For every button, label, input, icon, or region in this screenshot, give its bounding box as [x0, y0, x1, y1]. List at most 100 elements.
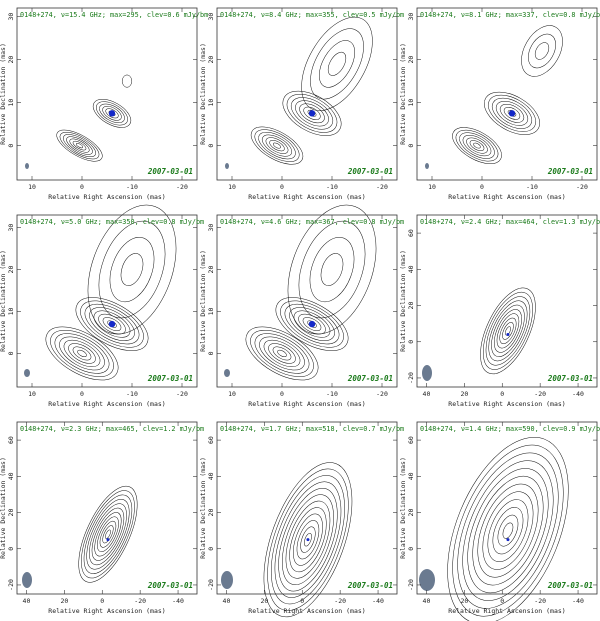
x-tick-label: 20: [260, 597, 268, 605]
contour: [289, 307, 335, 341]
contour: [502, 322, 514, 340]
contour: [493, 309, 522, 353]
x-axis-label: Relative Right Ascension (mas): [248, 193, 365, 201]
y-axis-label: Relative Declination (mas): [199, 43, 207, 145]
contour: [310, 28, 364, 100]
core-marker: [108, 110, 116, 117]
x-tick-label: -20: [534, 597, 546, 605]
y-tick-label: 0: [407, 547, 415, 551]
contour: [105, 529, 111, 539]
beam: [24, 369, 30, 377]
y-tick-label: 60: [407, 436, 415, 444]
contour: [485, 296, 531, 366]
y-axis-label: Relative Declination (mas): [0, 43, 7, 145]
contour: [94, 512, 122, 557]
contour: [472, 475, 544, 586]
x-tick-label: -40: [572, 597, 584, 605]
contour: [492, 507, 524, 555]
contour: [488, 94, 536, 132]
x-tick-label: 0: [300, 597, 304, 605]
contour: [274, 481, 342, 598]
y-tick-label: 0: [7, 547, 15, 551]
y-tick-label: 40: [207, 472, 215, 480]
y-axis-label: Relative Declination (mas): [0, 250, 7, 352]
contour: [273, 142, 281, 149]
contour: [280, 300, 344, 348]
date: 2007-03-01: [147, 374, 193, 383]
panel: 10 0 -10 -20 0 10 20 30 0148+274, ν=15.4 GHz; ma…: [0, 7, 208, 201]
contour: [102, 106, 122, 121]
core-marker: [506, 538, 510, 542]
y-tick-label: 0: [7, 144, 15, 148]
x-tick-label: -10: [126, 390, 138, 398]
frame: [16, 7, 198, 181]
x-tick-label: -20: [176, 183, 188, 191]
panel-title: 0148+274, ν=4.6 GHz; max=367, clev=0.8 m…: [220, 218, 404, 226]
contour: [304, 532, 312, 547]
core-marker: [108, 320, 116, 328]
contour: [477, 483, 539, 578]
beam: [224, 369, 230, 377]
frame: [16, 421, 198, 595]
y-tick-label: 10: [207, 99, 215, 107]
contour: [254, 129, 300, 162]
contour: [295, 100, 329, 127]
contour: [105, 108, 119, 119]
panel-title: 0148+274, ν=2.4 GHz; max=464, clev=1.3 m…: [420, 218, 600, 226]
y-tick-label: 20: [7, 509, 15, 517]
frame: [216, 214, 398, 388]
contour: [482, 291, 533, 370]
beam: [25, 163, 29, 169]
contour: [299, 103, 325, 124]
contour: [327, 51, 347, 76]
x-tick-label: -10: [126, 183, 138, 191]
x-tick-label: 20: [460, 597, 468, 605]
contour: [285, 500, 331, 579]
beam: [225, 163, 229, 169]
contour: [303, 106, 321, 120]
contour: [96, 101, 128, 126]
contour: [102, 525, 114, 544]
x-tick-label: 0: [500, 597, 504, 605]
panel-title: 0148+274, ν=8.4 GHz; max=355, clev=0.5 m…: [220, 11, 404, 19]
y-tick-label: 10: [7, 99, 15, 107]
contour: [86, 499, 130, 570]
contour: [87, 204, 177, 335]
y-tick-label: 40: [7, 472, 15, 480]
contour: [462, 135, 492, 157]
x-tick-label: 20: [460, 390, 468, 398]
panel-title: 0148+274, ν=5.0 GHz; max=350, clev=0.8 m…: [20, 218, 204, 226]
x-tick-label: 40: [423, 390, 431, 398]
x-tick-label: 20: [60, 597, 68, 605]
contour: [99, 103, 125, 124]
x-tick-label: 0: [280, 183, 284, 191]
contour: [457, 452, 559, 609]
contour: [455, 129, 499, 162]
x-tick-label: 10: [28, 390, 36, 398]
contour: [495, 100, 529, 126]
contour: [469, 140, 485, 152]
x-tick-label: -10: [526, 183, 538, 191]
y-tick-label: 20: [407, 302, 415, 310]
contour: [89, 307, 135, 341]
contour: [50, 329, 114, 377]
y-tick-label: 60: [407, 229, 415, 237]
contour: [282, 494, 334, 585]
date: 2007-03-01: [347, 581, 393, 590]
core-marker: [308, 320, 316, 328]
y-tick-label: 30: [407, 13, 415, 21]
y-tick-label: 40: [407, 265, 415, 273]
y-tick-label: 20: [7, 56, 15, 64]
contour: [98, 313, 126, 335]
contour: [499, 317, 517, 345]
contour: [75, 143, 84, 149]
contour: [84, 303, 140, 345]
core-marker: [508, 110, 516, 117]
x-tick-label: 0: [500, 390, 504, 398]
contour: [473, 142, 481, 149]
x-axis-label: Relative Right Ascension (mas): [448, 607, 565, 615]
contour: [272, 346, 292, 361]
x-axis-label: Relative Right Ascension (mas): [248, 607, 365, 615]
beam: [22, 572, 32, 588]
contour: [284, 303, 340, 345]
